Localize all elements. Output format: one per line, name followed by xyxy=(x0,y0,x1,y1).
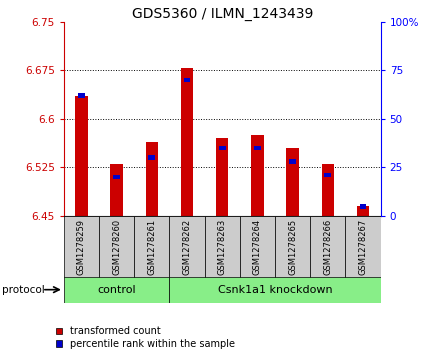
Bar xyxy=(240,216,275,278)
Bar xyxy=(64,277,169,303)
Text: Csnk1a1 knockdown: Csnk1a1 knockdown xyxy=(218,285,332,295)
Bar xyxy=(99,216,134,278)
Title: GDS5360 / ILMN_1243439: GDS5360 / ILMN_1243439 xyxy=(132,7,313,21)
Bar xyxy=(148,155,155,160)
Bar xyxy=(205,216,240,278)
Text: GSM1278266: GSM1278266 xyxy=(323,219,332,275)
Bar xyxy=(169,277,381,303)
Text: protocol: protocol xyxy=(2,285,45,295)
Bar xyxy=(134,216,169,278)
Bar xyxy=(113,175,120,179)
Bar xyxy=(359,204,367,208)
Bar xyxy=(251,135,264,216)
Bar xyxy=(357,206,369,216)
Bar xyxy=(286,148,299,216)
Bar xyxy=(254,146,261,150)
Text: GSM1278263: GSM1278263 xyxy=(218,219,227,275)
Bar xyxy=(219,146,226,150)
Bar xyxy=(169,216,205,278)
Text: GSM1278262: GSM1278262 xyxy=(183,219,191,275)
Bar xyxy=(181,68,193,216)
Bar xyxy=(310,216,345,278)
Bar xyxy=(78,93,85,98)
Bar xyxy=(324,173,331,178)
Text: control: control xyxy=(97,285,136,295)
Text: GSM1278259: GSM1278259 xyxy=(77,219,86,275)
Bar xyxy=(146,142,158,216)
Bar xyxy=(289,159,296,164)
Text: GSM1278264: GSM1278264 xyxy=(253,219,262,275)
Bar xyxy=(183,78,191,82)
Bar xyxy=(64,216,99,278)
Text: GSM1278261: GSM1278261 xyxy=(147,219,156,275)
Bar xyxy=(275,216,310,278)
Bar xyxy=(110,164,123,216)
Bar xyxy=(345,216,381,278)
Text: GSM1278265: GSM1278265 xyxy=(288,219,297,275)
Bar xyxy=(216,138,228,216)
Text: GSM1278260: GSM1278260 xyxy=(112,219,121,275)
Text: GSM1278267: GSM1278267 xyxy=(359,219,367,275)
Bar xyxy=(322,164,334,216)
Legend: transformed count, percentile rank within the sample: transformed count, percentile rank withi… xyxy=(52,322,239,353)
Bar xyxy=(75,96,88,216)
